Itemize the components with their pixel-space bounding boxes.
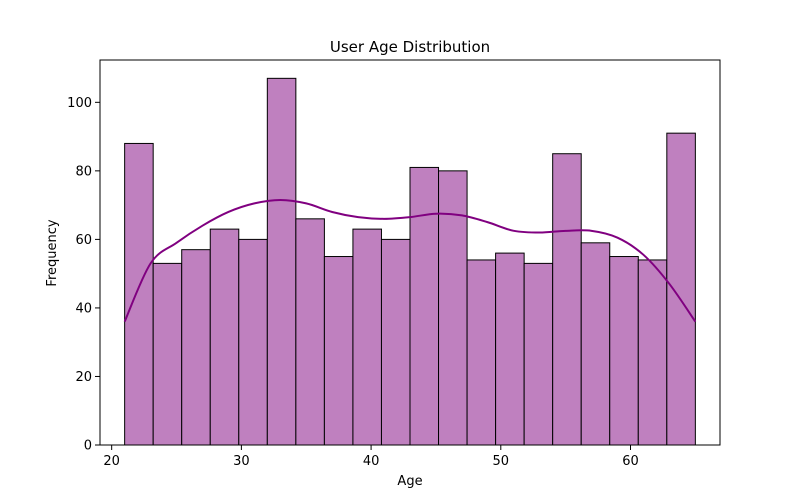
x-tick-label: 40 — [363, 454, 380, 469]
histogram-bar — [609, 256, 639, 446]
y-tick-label: 40 — [75, 301, 92, 316]
chart-title: User Age Distribution — [330, 38, 490, 56]
histogram-bar — [495, 252, 525, 446]
y-tick-label: 0 — [84, 439, 92, 454]
y-axis-label: Frequency — [45, 219, 60, 286]
y-tick-label: 20 — [75, 370, 92, 385]
x-axis-ticks: 20 30 40 50 60 — [103, 445, 639, 469]
y-tick-label: 60 — [75, 233, 92, 248]
histogram-bar — [209, 228, 240, 446]
histogram-bar — [124, 142, 154, 446]
histogram-bar — [552, 153, 582, 446]
y-tick-label: 100 — [67, 96, 92, 111]
plot-frame — [99, 59, 721, 446]
kde-line — [123, 198, 697, 323]
histogram-bar — [666, 132, 696, 446]
x-tick-label: 60 — [622, 454, 639, 469]
y-tick-label: 80 — [75, 164, 92, 179]
histogram-bar — [352, 228, 382, 446]
bars-group — [124, 77, 696, 446]
histogram-bar — [295, 218, 325, 446]
histogram-bar — [238, 238, 268, 446]
y-axis-ticks: 0 20 40 60 80 100 — [67, 96, 100, 454]
histogram-bar — [580, 242, 611, 446]
histogram-bar — [152, 262, 183, 446]
histogram-bar — [380, 238, 411, 446]
histogram-bar — [523, 262, 554, 446]
histogram-bar — [181, 249, 211, 446]
histogram-bar — [438, 170, 468, 446]
histogram-bar — [266, 77, 297, 446]
x-axis-label: Age — [397, 474, 422, 489]
x-tick-label: 30 — [233, 454, 250, 469]
histogram-bar — [323, 256, 354, 446]
x-tick-label: 20 — [103, 454, 120, 469]
x-tick-label: 50 — [493, 454, 510, 469]
histogram-bar — [409, 166, 440, 446]
histogram-bar — [637, 259, 668, 446]
histogram-bar — [466, 259, 497, 446]
